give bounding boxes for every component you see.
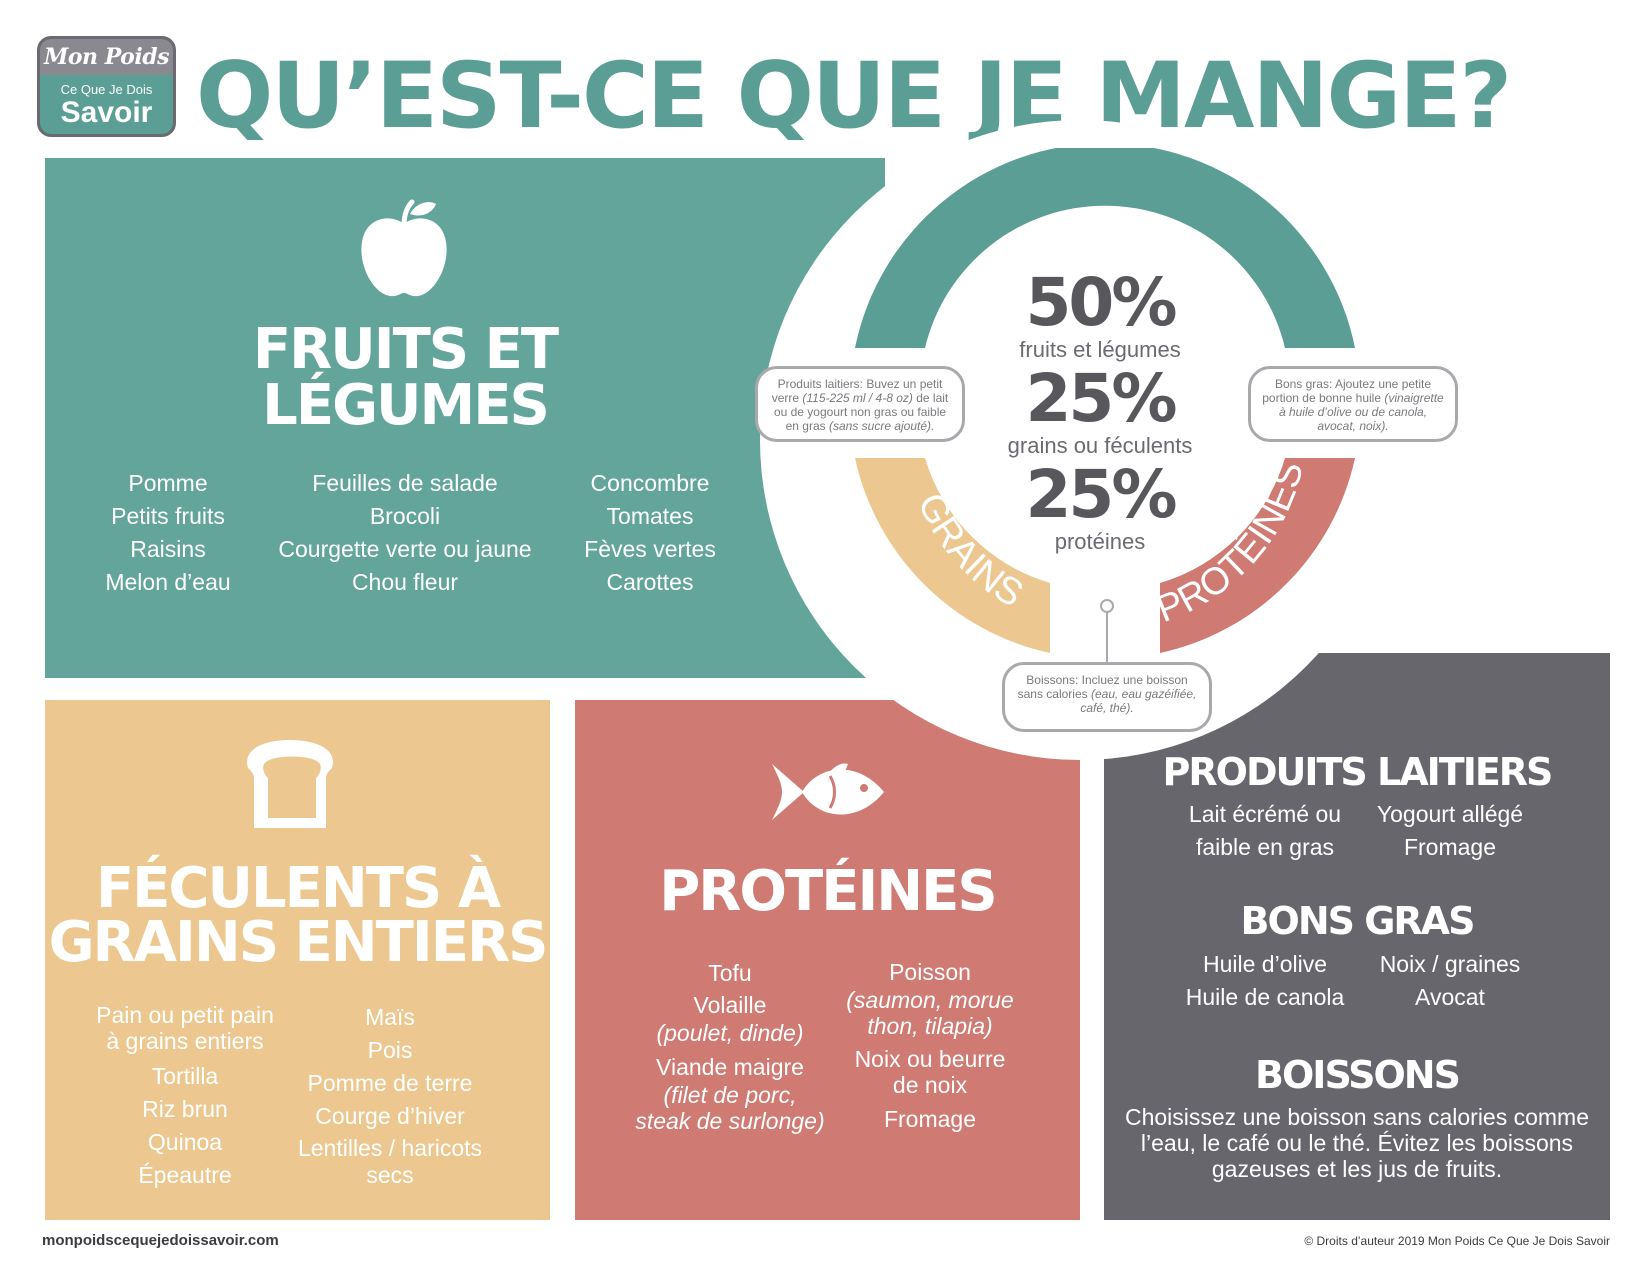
proteins-heading: PROTÉINES bbox=[659, 859, 998, 924]
fats-list-col2: Noix / graines Avocat bbox=[1350, 948, 1550, 1014]
grains-heading: FÉCULENTS À GRAINS ENTIERS bbox=[48, 856, 549, 975]
list-item: Lentilles / haricots bbox=[297, 1135, 483, 1161]
list-item: Pois bbox=[367, 1037, 413, 1063]
list-item: Courge d’hiver bbox=[315, 1103, 465, 1129]
list-item-note: (filet de porc, bbox=[663, 1082, 797, 1108]
list-item: Fromage bbox=[883, 1106, 977, 1132]
drinks-callout: Boissons: Incluez une boisson sans calor… bbox=[1002, 662, 1212, 732]
list-item: Fèves vertes bbox=[584, 536, 716, 562]
pct-grains: 25% bbox=[1025, 360, 1178, 437]
fats-callout: Bons gras: Ajoutez une petite portion de… bbox=[1248, 366, 1458, 442]
list-item: Épeautre bbox=[138, 1162, 232, 1188]
list-item: Raisins bbox=[130, 536, 206, 562]
list-item: Carottes bbox=[606, 569, 694, 595]
list-item-note: steak de surlonge) bbox=[635, 1108, 825, 1134]
logo-sub-text: Ce Que Je Dois bbox=[60, 82, 153, 97]
copyright-notice: © Droits d’auteur 2019 Mon Poids Ce Que … bbox=[1304, 1234, 1610, 1248]
dairy-list-col2: Yogourt allégé Fromage bbox=[1350, 798, 1550, 864]
fats-heading: BONS GRAS bbox=[1240, 899, 1476, 943]
pct-fruits-label: fruits et légumes bbox=[1019, 337, 1181, 362]
list-item: Pomme de terre bbox=[307, 1070, 473, 1096]
list-item: Feuilles de salade bbox=[312, 470, 498, 496]
pct-proteins-label: protéines bbox=[1054, 529, 1146, 554]
list-item: Lait écrémé ou bbox=[1188, 801, 1342, 827]
list-item: Poisson bbox=[889, 959, 971, 985]
list-item: Huile d’olive bbox=[1202, 951, 1327, 977]
pct-grains-label: grains ou féculents bbox=[1007, 433, 1193, 458]
list-item: Volaille bbox=[693, 992, 767, 1018]
drinks-heading: BOISSONS bbox=[1255, 1053, 1461, 1097]
list-item: Fromage bbox=[1403, 834, 1497, 860]
list-item: Viande maigre bbox=[656, 1054, 804, 1080]
logo-top-text: Mon Poids bbox=[40, 39, 173, 75]
list-item: Tortilla bbox=[151, 1063, 219, 1089]
fruits-heading: FRUITS ET LÉGUMES bbox=[252, 317, 559, 438]
plate-ring: FRUITS ET LÉGUMES GRAINS PROTÉINES bbox=[855, 148, 1355, 653]
website-link[interactable]: monpoidscequejedoissavoir.com bbox=[42, 1232, 279, 1249]
pct-proteins: 25% bbox=[1025, 456, 1178, 533]
fish-icon bbox=[772, 763, 884, 820]
list-item-note: thon, tilapia) bbox=[867, 1013, 993, 1039]
list-item: Melon d’eau bbox=[105, 569, 231, 595]
dairy-list-col1: Lait écrémé ou faible en gras bbox=[1160, 798, 1370, 864]
ring-fruits-segment bbox=[855, 148, 1355, 348]
grains-list-col2: Maïs Pois Pomme de terre Courge d’hiver … bbox=[280, 1001, 500, 1187]
list-item: faible en gras bbox=[1195, 834, 1335, 860]
list-item: de noix bbox=[892, 1072, 968, 1098]
list-item-note: (saumon, morue bbox=[846, 987, 1014, 1013]
bread-icon bbox=[247, 740, 333, 828]
list-item: secs bbox=[366, 1162, 414, 1188]
list-item: Chou fleur bbox=[351, 569, 459, 595]
drinks-callout-pin bbox=[1100, 599, 1114, 613]
dairy-panel bbox=[1104, 653, 1610, 1220]
list-item: Noix ou beurre bbox=[854, 1046, 1006, 1072]
list-item: Riz brun bbox=[142, 1096, 228, 1122]
list-item-note: (poulet, dinde) bbox=[656, 1020, 804, 1046]
ring-grains-segment bbox=[855, 458, 1050, 653]
grains-list-col1: Pain ou petit pain à grains entiers Tort… bbox=[80, 1002, 290, 1192]
list-item: Yogourt allégé bbox=[1376, 801, 1524, 827]
fruits-list-col1: Pomme Petits fruits Raisins Melon d’eau bbox=[88, 467, 248, 599]
proteins-list-col1: Tofu Volaille (poulet, dinde) Viande mai… bbox=[630, 957, 830, 1134]
dairy-callout: Produits laitiers: Buvez un petit verre … bbox=[755, 366, 965, 442]
list-item: Courgette verte ou jaune bbox=[278, 536, 532, 562]
list-item: Tofu bbox=[708, 960, 752, 986]
list-item: Brocoli bbox=[369, 503, 441, 529]
ring-proteins-segment bbox=[1160, 458, 1355, 653]
page-title: QU’EST-CE QUE JE MANGE? bbox=[196, 44, 1512, 149]
list-item: Concombre bbox=[590, 470, 710, 496]
dairy-heading: PRODUITS LAITIERS bbox=[1162, 750, 1554, 794]
apple-icon bbox=[361, 199, 447, 297]
drinks-callout-line bbox=[1106, 613, 1108, 663]
pct-fruits: 50% bbox=[1025, 264, 1178, 341]
list-item: Avocat bbox=[1415, 984, 1485, 1010]
list-item: Quinoa bbox=[147, 1129, 223, 1155]
list-item: Petits fruits bbox=[111, 503, 225, 529]
fats-list-col1: Huile d’olive Huile de canola bbox=[1160, 948, 1370, 1014]
logo-main-text: Savoir bbox=[60, 96, 153, 129]
fruits-panel bbox=[45, 158, 885, 678]
list-item: Pain ou petit pain bbox=[96, 1002, 274, 1028]
brand-logo: Mon Poids Ce Que Je Dois Savoir bbox=[37, 36, 176, 137]
fruits-list-col3: Concombre Tomates Fèves vertes Carottes bbox=[570, 467, 730, 599]
list-item: Tomates bbox=[606, 503, 694, 529]
list-item: Huile de canola bbox=[1185, 984, 1345, 1010]
drinks-text: Choisissez une boisson sans calories com… bbox=[1124, 1104, 1590, 1182]
list-item: Pomme bbox=[128, 470, 208, 496]
list-item: à grains entiers bbox=[106, 1028, 264, 1054]
list-item: Maïs bbox=[365, 1004, 415, 1030]
proteins-list-col2: Poisson (saumon, morue thon, tilapia) No… bbox=[820, 957, 1040, 1136]
list-item: Noix / graines bbox=[1379, 951, 1521, 977]
plate-percentages: 50% fruits et légumes 25% grains ou fécu… bbox=[1000, 268, 1200, 554]
fruits-list-col2: Feuilles de salade Brocoli Courgette ver… bbox=[270, 467, 540, 599]
